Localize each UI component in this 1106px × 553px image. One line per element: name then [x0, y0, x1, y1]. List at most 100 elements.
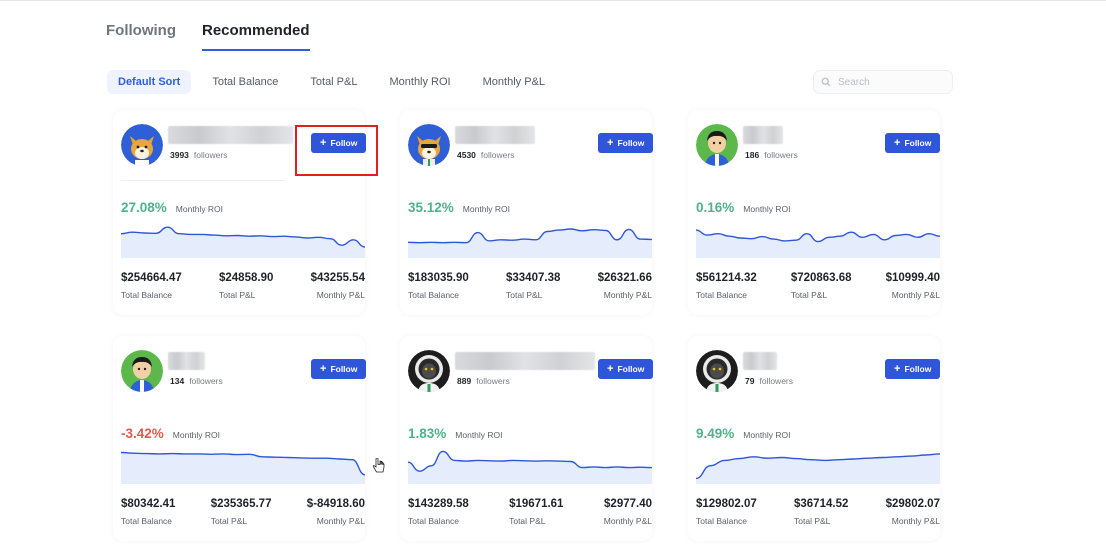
monthly-pnl-value: $-84918.60	[306, 498, 365, 510]
plus-icon: +	[320, 362, 327, 375]
sparkline-area	[121, 452, 365, 484]
sparkline-line	[696, 229, 940, 243]
total-pnl-label: Total P&L	[509, 516, 546, 526]
sparkline-line	[408, 450, 652, 472]
sparkline-area	[408, 451, 652, 484]
follower-count: 889 followers	[457, 376, 510, 386]
sort-total-pnl[interactable]: Total P&L	[310, 76, 358, 88]
roi-value: 0.16%	[696, 200, 735, 215]
sort-monthly-roi[interactable]: Monthly ROI	[389, 76, 451, 88]
roi-value: 1.83%	[408, 426, 447, 441]
tab-bar: Following Recommended	[106, 22, 310, 51]
stats-row: $80342.41 Total Balance $235365.77 Total P…	[121, 498, 365, 526]
total-pnl-value: $720863.68	[790, 272, 852, 284]
total-balance-label: Total Balance	[696, 290, 748, 300]
trader-name-redacted	[743, 352, 777, 370]
total-balance-label: Total Balance	[121, 516, 173, 526]
roi-value: -3.42%	[121, 426, 164, 441]
sort-total-balance[interactable]: Total Balance	[212, 76, 279, 88]
roi-row: 0.16% Monthly ROI	[696, 200, 791, 215]
total-pnl-label: Total P&L	[506, 290, 543, 300]
trader-name-redacted	[168, 352, 205, 370]
sparkline-line	[408, 228, 652, 244]
green-boy-avatar	[121, 350, 163, 392]
trader-card[interactable]: 889 followers + Follow 1.83% Monthly ROI $1…	[400, 336, 654, 541]
trader-card[interactable]: 4530 followers + Follow 35.12% Monthly ROI …	[400, 110, 654, 315]
trader-name-redacted	[455, 126, 535, 144]
plus-icon: +	[894, 136, 901, 149]
follow-button[interactable]: + Follow	[598, 133, 654, 153]
trader-card[interactable]: 79 followers + Follow 9.49% Monthly ROI $12…	[688, 336, 941, 541]
trader-card[interactable]: 3993 followers + Follow 27.08% Monthly ROI …	[113, 110, 367, 315]
total-pnl-value: $235365.77	[210, 498, 272, 510]
follow-button[interactable]: + Follow	[311, 133, 367, 153]
hand-cursor-icon	[372, 458, 385, 473]
roi-label: Monthly ROI	[462, 204, 511, 214]
roi-sparkline	[408, 450, 652, 484]
roi-label: Monthly ROI	[743, 430, 791, 440]
total-balance-value: $80342.41	[121, 498, 176, 510]
total-pnl-label: Total P&L	[790, 290, 828, 300]
sparkline-area	[696, 230, 940, 258]
monthly-pnl-value: $10999.40	[885, 272, 940, 284]
total-pnl-value: $36714.52	[794, 498, 849, 510]
roi-label: Monthly ROI	[175, 204, 224, 214]
monthly-pnl-value: $2977.40	[604, 498, 652, 510]
total-pnl-value: $19671.61	[509, 498, 564, 510]
tab-recommended[interactable]: Recommended	[201, 22, 310, 51]
sort-default[interactable]: Default Sort	[107, 70, 192, 94]
follow-button[interactable]: + Follow	[885, 359, 941, 379]
total-balance-label: Total Balance	[408, 290, 460, 300]
roi-row: 9.49% Monthly ROI	[696, 426, 791, 441]
search-box[interactable]	[813, 70, 953, 94]
plus-icon: +	[894, 362, 901, 375]
monthly-pnl-value: $29802.07	[885, 498, 940, 510]
roi-value: 27.08%	[121, 200, 167, 215]
trader-name-redacted	[743, 126, 783, 144]
total-pnl-label: Total P&L	[794, 516, 831, 526]
sparkline-line	[121, 226, 365, 248]
follow-button[interactable]: + Follow	[598, 359, 654, 379]
sparkline-line	[696, 453, 940, 480]
follow-button[interactable]: + Follow	[885, 133, 941, 153]
follow-button[interactable]: + Follow	[311, 359, 367, 379]
monthly-pnl-label: Monthly P&L	[316, 516, 365, 526]
total-balance-value: $183035.90	[408, 272, 469, 284]
roi-label: Monthly ROI	[743, 204, 791, 214]
search-input[interactable]	[836, 75, 940, 89]
total-balance-value: $254664.47	[121, 272, 182, 284]
follower-count: 79 followers	[745, 376, 794, 386]
plus-icon: +	[607, 136, 614, 149]
sort-monthly-pnl[interactable]: Monthly P&L	[482, 76, 545, 88]
sparkline-line	[121, 451, 365, 476]
tab-following[interactable]: Following	[106, 22, 176, 39]
monthly-pnl-label: Monthly P&L	[316, 290, 365, 300]
stats-row: $129802.07 Total Balance $36714.52 Total P…	[696, 498, 940, 526]
total-pnl-label: Total P&L	[219, 290, 256, 300]
total-balance-label: Total Balance	[121, 290, 173, 300]
follower-count: 3993 followers	[170, 150, 228, 160]
roi-sparkline	[408, 228, 652, 258]
search-icon	[821, 77, 831, 87]
monthly-pnl-value: $26321.66	[597, 272, 652, 284]
roi-row: -3.42% Monthly ROI	[121, 426, 220, 441]
sparkline-area	[121, 227, 365, 258]
roi-sparkline	[696, 229, 940, 258]
monthly-pnl-label: Monthly P&L	[603, 290, 652, 300]
total-balance-label: Total Balance	[408, 516, 460, 526]
monthly-pnl-label: Monthly P&L	[891, 516, 940, 526]
stats-row: $143289.58 Total Balance $19671.61 Total P…	[408, 498, 652, 526]
roi-sparkline	[121, 451, 365, 484]
header-divider	[121, 180, 286, 181]
total-pnl-label: Total P&L	[210, 516, 248, 526]
trader-name-redacted	[168, 126, 293, 144]
total-pnl-value: $24858.90	[219, 272, 274, 284]
annotation-highlight-box	[295, 125, 378, 176]
total-balance-value: $129802.07	[696, 498, 757, 510]
trader-card[interactable]: 134 followers + Follow -3.42% Monthly ROI $…	[113, 336, 367, 541]
roi-row: 35.12% Monthly ROI	[408, 200, 510, 215]
astronaut-avatar	[696, 350, 738, 392]
stats-row: $254664.47 Total Balance $24858.90 Total P…	[121, 272, 365, 300]
total-balance-value: $561214.32	[696, 272, 757, 284]
trader-card[interactable]: 186 followers + Follow 0.16% Monthly ROI $5…	[688, 110, 941, 315]
